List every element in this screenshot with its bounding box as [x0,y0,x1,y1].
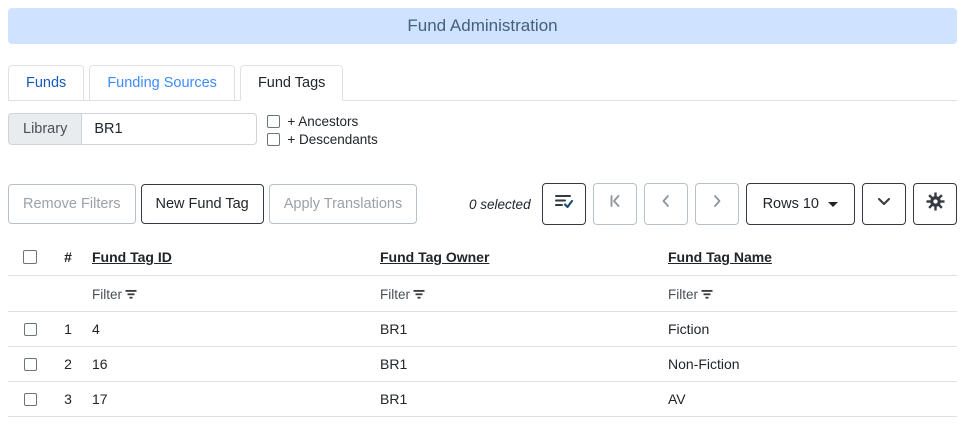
gear-icon [925,191,945,217]
row-checkbox[interactable] [23,322,37,336]
library-label: Library [8,113,82,145]
ancestors-option[interactable]: + Ancestors [267,114,377,129]
row-checkbox[interactable] [23,392,37,406]
library-input-group: Library [8,113,258,145]
chevron-right-icon [709,193,725,215]
chevron-bar-left-icon [607,193,623,215]
cell-fund-tag-owner: BR1 [380,356,408,372]
new-fund-tag-button[interactable]: New Fund Tag [140,184,264,224]
filter-fund-tag-owner[interactable]: Filter [380,287,425,302]
rows-per-page-label: Rows 10 [762,196,819,212]
row-number: 3 [64,391,72,407]
filter-icon [701,289,713,299]
cell-fund-tag-name: Fiction [668,321,710,337]
selected-count: 0 selected [469,196,531,212]
remove-filters-button[interactable]: Remove Filters [8,184,136,224]
library-input[interactable] [81,113,258,145]
cell-fund-tag-id: 17 [92,391,108,407]
descendants-option[interactable]: + Descendants [267,132,378,147]
cell-fund-tag-name: Non-Fiction [668,356,740,372]
table-row[interactable]: 1 4 BR1 Fiction [8,312,957,347]
action-buttons: Remove Filters New Fund Tag Apply Transl… [8,184,418,224]
cell-fund-tag-id: 16 [92,356,108,372]
grid-controls: 0 selected [469,183,957,225]
select-all-cell [8,250,52,264]
library-filter-row: Library + Ancestors + Descendants [8,113,957,147]
filter-label: Filter [380,286,410,302]
apply-translations-button[interactable]: Apply Translations [268,184,418,224]
chevron-left-icon [658,193,674,215]
descendants-checkbox[interactable] [267,133,281,146]
grid-filter-row: Filter Filter Filter [8,276,957,312]
select-rows-button[interactable] [541,183,586,225]
descendants-label: + Descendants [287,132,378,147]
grid-toolbar: Remove Filters New Fund Tag Apply Transl… [8,183,957,225]
filter-icon [413,289,425,299]
prev-page-button[interactable] [643,183,688,225]
row-number-header: # [64,249,72,265]
first-page-button[interactable] [592,183,637,225]
ancestors-label: + Ancestors [287,114,359,129]
cell-fund-tag-name: AV [668,391,686,407]
filter-fund-tag-name[interactable]: Filter [668,287,713,302]
tab-funds[interactable]: Funds [8,65,85,101]
list-check-icon [554,192,574,216]
cell-fund-tag-owner: BR1 [380,391,408,407]
grid-settings-button[interactable] [913,183,957,225]
filter-label: Filter [92,286,122,302]
column-header-fund-tag-name[interactable]: Fund Tag Name [668,249,772,265]
chevron-down-icon [875,193,893,215]
table-row[interactable]: 2 16 BR1 Non-Fiction [8,347,957,382]
rows-per-page-dropdown[interactable]: Rows 10 [745,183,855,225]
tab-fund-tags[interactable]: Fund Tags [239,65,344,101]
cell-fund-tag-id: 4 [92,321,100,337]
tab-funding-sources[interactable]: Funding Sources [89,65,235,101]
next-page-button[interactable] [694,183,739,225]
cell-fund-tag-owner: BR1 [380,321,408,337]
column-header-fund-tag-id[interactable]: Fund Tag ID [92,249,172,265]
filter-label: Filter [668,286,698,302]
grid-header-row: # Fund Tag ID Fund Tag Owner Fund Tag Na… [8,239,957,276]
fund-tags-grid: # Fund Tag ID Fund Tag Owner Fund Tag Na… [8,239,957,417]
table-row[interactable]: 3 17 BR1 AV [8,382,957,417]
filter-icon [125,289,137,299]
admin-tabs: Funds Funding Sources Fund Tags [8,65,957,101]
page-title: Fund Administration [8,8,957,44]
column-header-fund-tag-owner[interactable]: Fund Tag Owner [380,249,490,265]
select-all-checkbox[interactable] [23,250,37,264]
row-number: 2 [64,356,72,372]
filter-fund-tag-id[interactable]: Filter [92,287,137,302]
row-number: 1 [64,321,72,337]
org-scope-checkboxes: + Ancestors + Descendants [267,113,378,147]
row-checkbox[interactable] [23,357,37,371]
caret-down-icon [828,201,838,207]
more-actions-button[interactable] [862,183,906,225]
ancestors-checkbox[interactable] [267,115,281,128]
